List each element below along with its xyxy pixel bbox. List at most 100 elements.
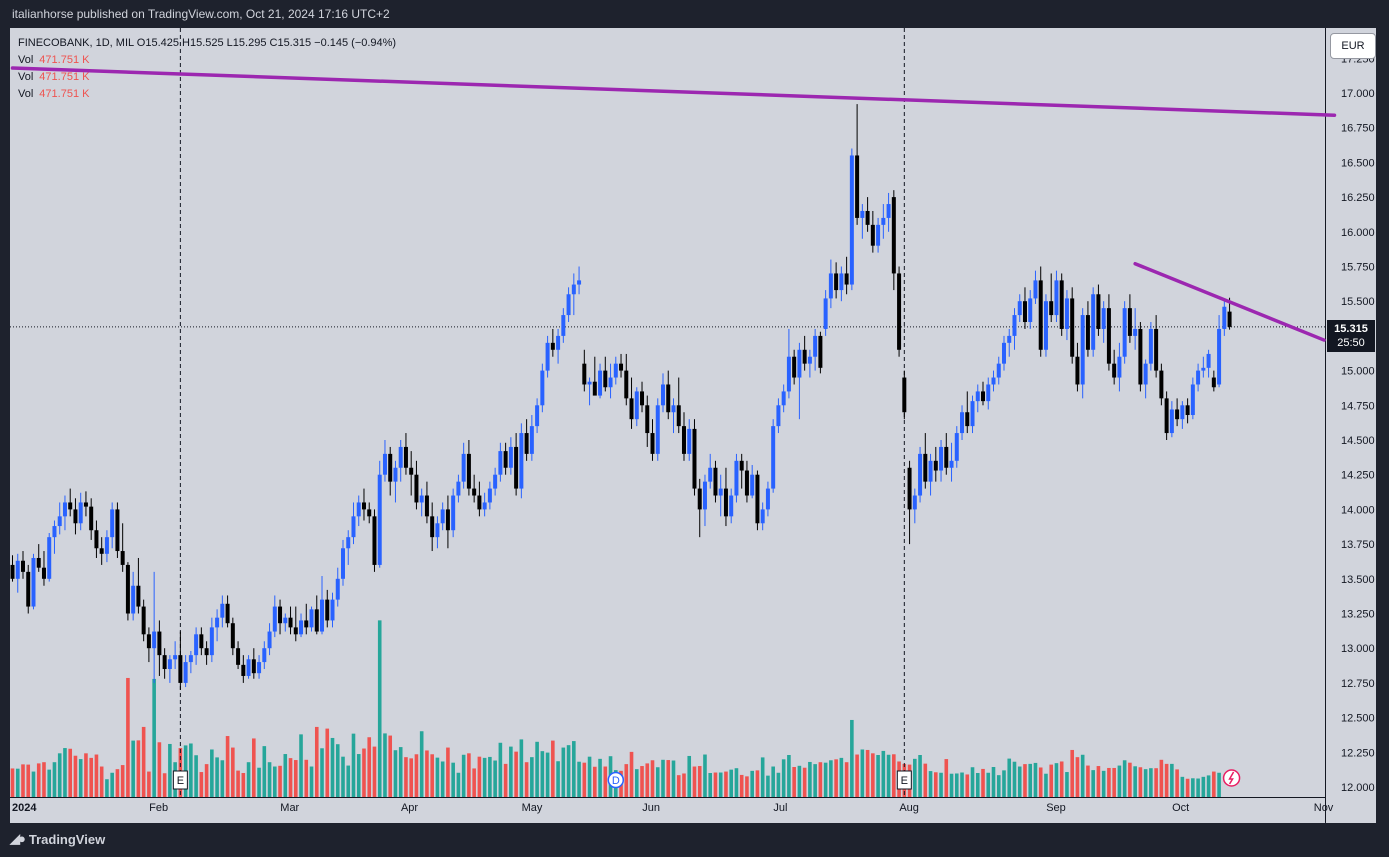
vol-label: Vol	[18, 54, 34, 66]
volume-bar	[257, 767, 261, 797]
volume-bar	[1007, 758, 1012, 797]
y-tick-label: 12.250	[1341, 747, 1375, 759]
volume-bar	[871, 753, 875, 797]
candle-body	[36, 557, 41, 568]
candle-body	[556, 335, 561, 350]
candle-body	[57, 516, 62, 527]
candle-body	[304, 620, 309, 628]
trendline	[10, 66, 1337, 117]
candle-body	[262, 648, 267, 663]
candle-body	[1080, 315, 1085, 385]
volume-bar	[419, 731, 424, 797]
candle-body	[1028, 298, 1033, 323]
volume-legend-row: Vol 471.751 K	[18, 86, 396, 103]
candle-body	[813, 335, 818, 357]
price-axis-area	[1326, 28, 1376, 823]
publish-info: italianhorse published on TradingView.co…	[12, 7, 390, 21]
candle-body	[902, 377, 907, 413]
candle-body	[723, 488, 728, 517]
volume-bar	[949, 773, 954, 797]
candle-body	[944, 446, 949, 468]
candle-body	[965, 412, 970, 427]
volume-bar	[309, 766, 314, 797]
candle-body	[645, 405, 650, 434]
volume-bar	[933, 772, 938, 797]
candle-body	[1064, 298, 1069, 329]
volume-bar	[73, 755, 78, 797]
candle-body	[152, 631, 157, 649]
candle-body	[430, 516, 435, 538]
x-tick-label: Oct	[1172, 802, 1189, 814]
volume-bar	[404, 757, 408, 797]
volume-bar	[351, 733, 356, 797]
brand-name: TradingView	[28, 831, 106, 847]
volume-bar	[168, 743, 172, 797]
volume-bar	[514, 751, 518, 797]
plot-area	[10, 28, 1325, 797]
volume-bar	[650, 760, 655, 797]
volume-bar	[1002, 770, 1006, 797]
candle-body	[1091, 294, 1096, 350]
vol-label: Vol	[18, 71, 34, 83]
candle-body	[823, 298, 828, 329]
volume-bar	[1054, 763, 1059, 797]
candle-body	[47, 537, 52, 579]
volume-bar	[225, 736, 230, 797]
y-tick-label: 14.500	[1341, 435, 1375, 447]
volume-bar	[273, 766, 277, 797]
volume-bar	[519, 739, 524, 797]
volume-bar	[446, 747, 450, 797]
y-tick-label: 15.750	[1341, 262, 1375, 274]
volume-bar	[477, 756, 482, 797]
candle-body	[340, 548, 345, 579]
volume-bar	[346, 765, 351, 797]
volume-bar	[1185, 778, 1190, 797]
volume-bar	[194, 755, 198, 797]
candle-body	[692, 428, 697, 489]
candle-body	[1106, 308, 1111, 364]
volume-bar	[26, 764, 31, 797]
volume-bar	[666, 760, 671, 797]
candle-body	[697, 488, 702, 510]
volume-bar	[31, 771, 36, 797]
volume-bar	[1017, 766, 1022, 797]
volume-bar	[231, 747, 235, 797]
volume-bar	[1159, 759, 1164, 797]
volume-bar	[965, 774, 970, 797]
volume-bar	[1101, 770, 1106, 797]
volume-bar	[52, 762, 57, 797]
volume-bar	[697, 766, 702, 797]
volume-bar	[330, 737, 335, 797]
candle-body	[640, 391, 645, 406]
candle-body	[1112, 363, 1117, 378]
candle-body	[529, 426, 534, 454]
volume-bar	[89, 757, 93, 797]
volume-bar	[629, 751, 634, 797]
currency-button[interactable]: EUR	[1330, 33, 1376, 59]
candle-body	[356, 502, 361, 517]
candle-body	[655, 405, 660, 454]
earnings-marker	[172, 770, 188, 790]
y-tick-label: 15.000	[1341, 366, 1375, 378]
volume-bar	[15, 768, 20, 797]
candle-body	[566, 294, 571, 316]
volume-bar	[1075, 757, 1080, 797]
candle-body	[907, 467, 912, 510]
volume-bar	[551, 740, 555, 797]
candle-body	[104, 537, 109, 554]
volume-bar	[115, 769, 120, 797]
volume-bar	[954, 773, 959, 797]
candle-body	[41, 567, 46, 579]
candle-body	[970, 401, 975, 427]
candle-body	[361, 502, 366, 510]
candle-body	[839, 273, 844, 291]
volume-bar	[1012, 761, 1017, 797]
candle-body	[346, 537, 351, 549]
candle-body	[1164, 398, 1169, 434]
tradingview-logo[interactable]: ◢● TradingView	[10, 831, 105, 847]
candle-body	[634, 391, 639, 420]
candle-body	[676, 405, 681, 427]
bar-countdown: 25:50	[1337, 337, 1365, 349]
volume-bar	[671, 760, 676, 797]
